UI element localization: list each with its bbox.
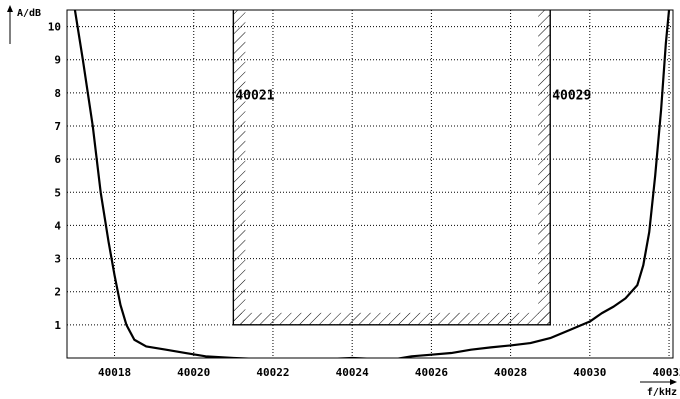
y-tick-label: 2: [54, 286, 61, 299]
y-tick-label: 3: [54, 253, 61, 266]
y-axis-arrowhead-icon: [7, 5, 13, 12]
y-tick-label: 5: [54, 186, 61, 199]
plot-frame: [66, 9, 674, 359]
tolerance-mask: [232, 10, 551, 326]
y-axis-title: A/dB: [17, 8, 41, 19]
x-tick-label: 40024: [336, 366, 369, 379]
x-tick-label: 40032: [652, 366, 680, 379]
plot-border: [66, 9, 674, 359]
y-tick-label: 8: [54, 87, 61, 100]
x-tick-label: 40026: [415, 366, 448, 379]
series-line-0: [73, 10, 671, 358]
x-tick-label: 40030: [573, 366, 606, 379]
mask-outline: [232, 10, 551, 326]
mask-bottom-band: [233, 312, 551, 325]
x-tick-label: 40020: [177, 366, 210, 379]
mask-right-band: [538, 10, 551, 325]
annotations: 40021 40029: [235, 88, 591, 103]
annotation-label: 40029: [552, 88, 591, 103]
tick-labels: 40018 40020 40022 40024 40026 40028 40030 40032…: [48, 21, 680, 379]
x-axis-title: f/kHz: [647, 387, 677, 398]
y-tick-label: 7: [54, 120, 61, 133]
y-tick-label: 1: [54, 319, 61, 332]
y-tick-label: 9: [54, 54, 61, 67]
axis-titles: A/dB f/kHz: [7, 5, 677, 398]
y-tick-label: 10: [48, 21, 61, 34]
x-tick-label: 40022: [256, 366, 289, 379]
series-layer: [73, 10, 671, 358]
y-tick-label: 6: [54, 153, 61, 166]
y-tick-label: 4: [54, 219, 61, 232]
x-axis-arrowhead-icon: [670, 379, 677, 385]
grid-lines: [67, 10, 673, 358]
x-tick-label: 40018: [98, 366, 131, 379]
x-tick-label: 40028: [494, 366, 527, 379]
mask-left-band: [233, 10, 246, 325]
annotation-label: 40021: [235, 88, 274, 103]
